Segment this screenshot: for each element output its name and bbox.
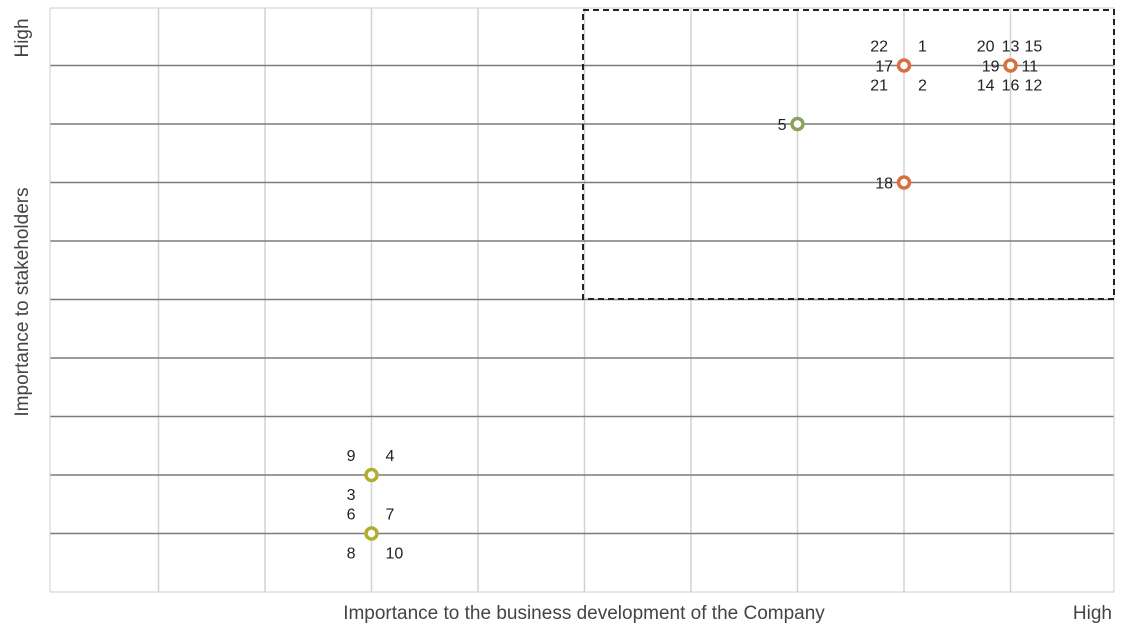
high-priority-region: [582, 9, 1115, 300]
data-point-marker: [896, 175, 912, 190]
data-point-label: 17: [875, 59, 893, 76]
data-point-label: 20: [977, 39, 995, 56]
data-point-label: 16: [1002, 78, 1020, 95]
y-axis-label: Importance to stakeholders: [12, 187, 33, 416]
data-point-label: 22: [870, 39, 888, 56]
data-point-label: 9: [347, 448, 356, 465]
data-point-label: 2: [918, 78, 927, 95]
data-point-label: 3: [347, 487, 356, 504]
data-point-label: 18: [875, 176, 893, 193]
data-point-label: 4: [386, 448, 395, 465]
x-axis-high-label: High: [1073, 603, 1112, 624]
data-points: 22 1 17 21 2 20 13 15 19 11 14 16 12 5 18 9 4 3 6 7 8 10: [347, 39, 1043, 563]
data-point-marker: [364, 467, 379, 483]
data-point-marker: [1003, 58, 1018, 73]
data-point-marker: [364, 526, 379, 541]
data-point-label: 5: [778, 117, 787, 134]
data-point-label: 15: [1025, 39, 1043, 56]
data-point-label: 1: [918, 39, 927, 56]
x-axis-label: Importance to the business development o…: [343, 603, 825, 624]
data-point-label: 19: [982, 59, 1000, 76]
data-point-label: 8: [347, 546, 356, 563]
data-point-label: 12: [1025, 78, 1043, 95]
data-point-label: 7: [386, 507, 395, 524]
data-point-label: 13: [1002, 39, 1020, 56]
data-point-label: 11: [1022, 59, 1039, 76]
data-point-label: 6: [347, 507, 356, 524]
data-point-marker: [790, 116, 805, 132]
data-point-label: 14: [977, 78, 995, 95]
data-point-label: 21: [870, 78, 888, 95]
y-axis-high-label: High: [12, 18, 33, 57]
data-point-label: 10: [386, 546, 404, 563]
data-point-marker: [896, 58, 912, 73]
